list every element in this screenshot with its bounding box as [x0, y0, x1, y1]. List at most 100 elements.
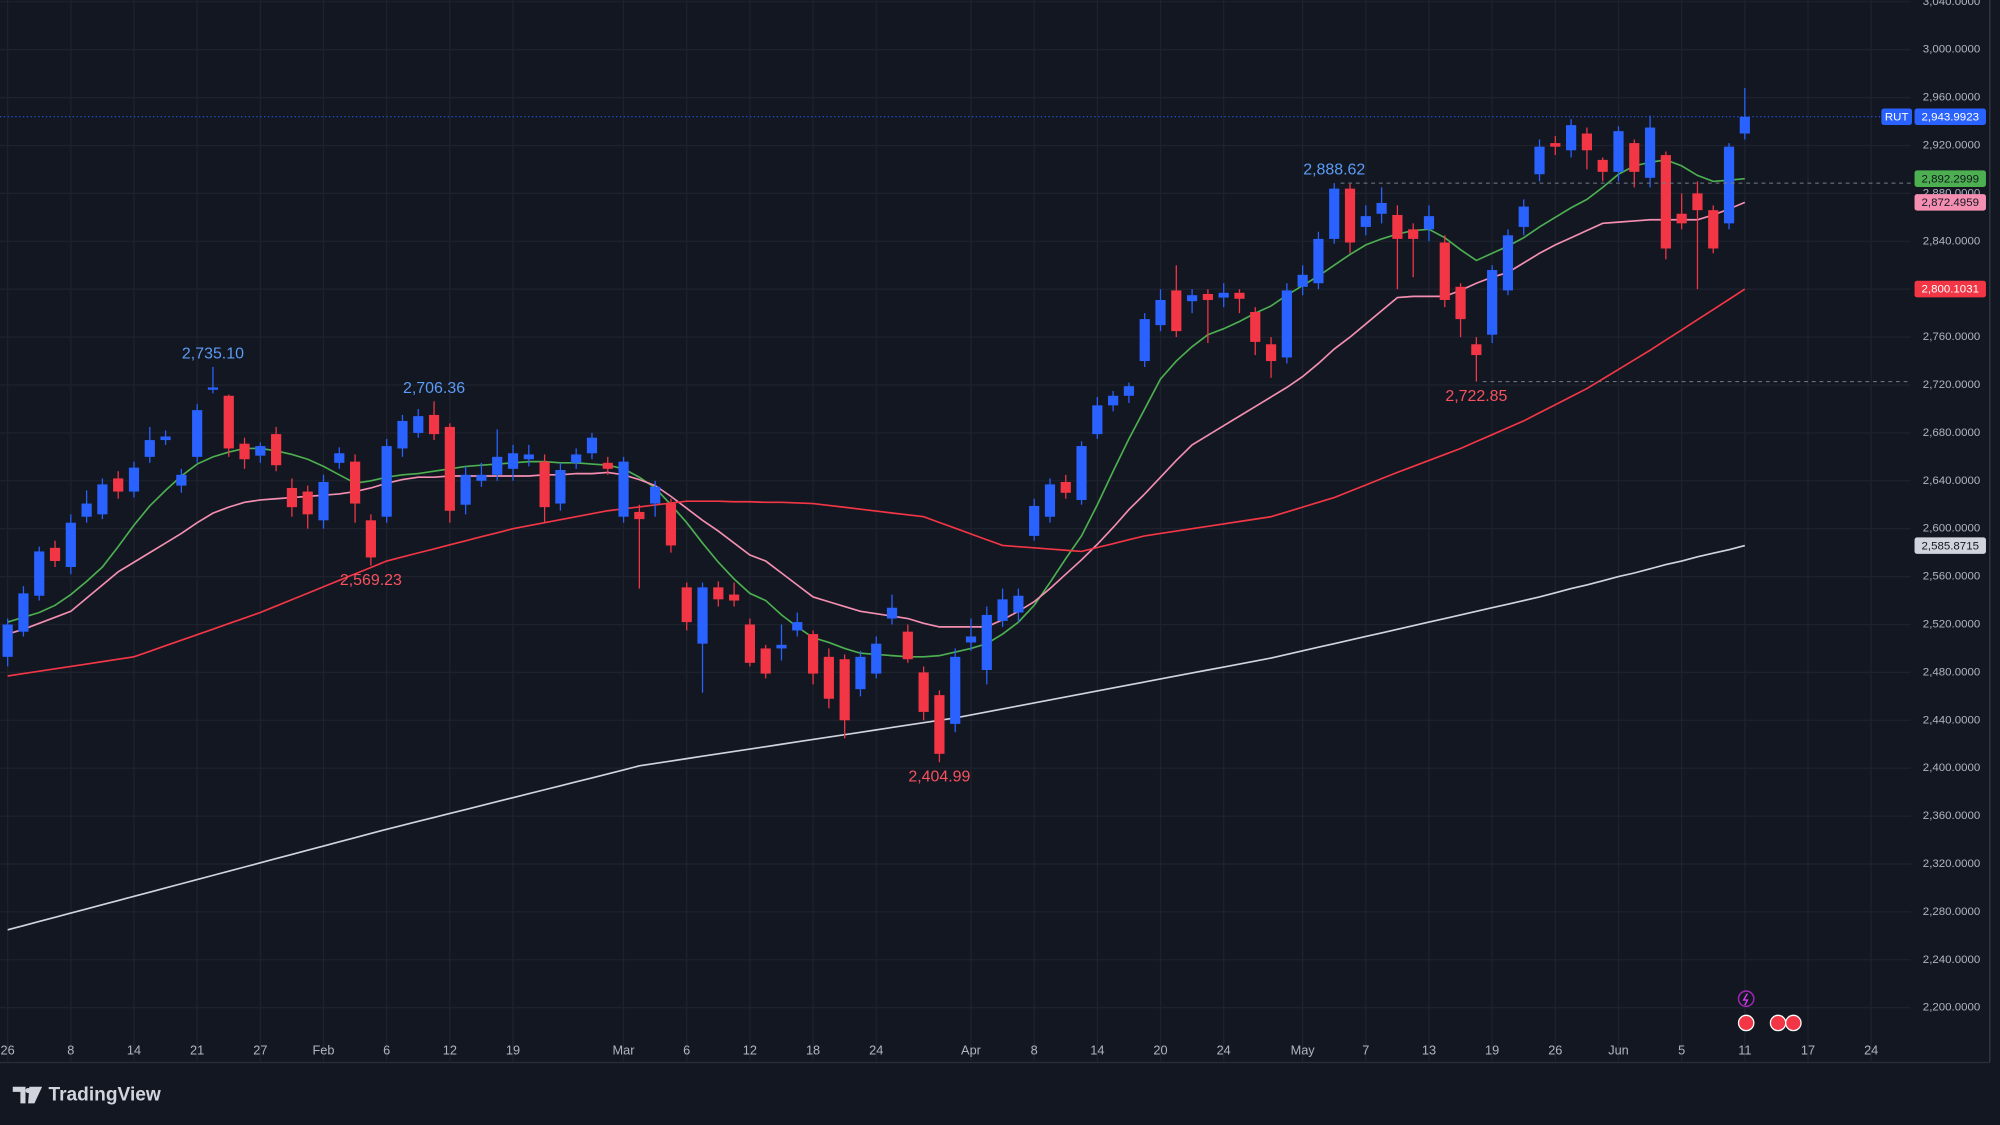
candle-body	[318, 481, 329, 521]
candle-body	[713, 587, 724, 600]
candle-body	[997, 599, 1008, 621]
candle-body	[1297, 274, 1308, 287]
candle-body	[18, 593, 29, 632]
x-tick-label: May	[1291, 1042, 1316, 1057]
candle-body	[239, 443, 250, 460]
price-annotation: 2,735.10	[182, 345, 244, 362]
candle-body	[1265, 344, 1277, 362]
candle-body	[1471, 344, 1482, 356]
candle-body	[492, 456, 503, 475]
candle-body	[476, 474, 487, 481]
series-price-label-bg	[1914, 537, 1986, 554]
candle-body	[650, 486, 661, 504]
y-tick-label: 2,240.0000	[1923, 954, 1980, 966]
candle-body	[334, 453, 345, 463]
candle-body	[1123, 386, 1135, 396]
y-tick-label: 2,360.0000	[1923, 810, 1980, 822]
candle-body	[428, 414, 440, 435]
series-price-label: 2,872.4959	[1922, 197, 1979, 209]
x-tick-label: Jun	[1608, 1042, 1629, 1057]
y-tick-label: 2,760.0000	[1923, 331, 1980, 343]
event-flag[interactable]	[1769, 1014, 1787, 1032]
candle-body	[160, 436, 171, 441]
candle-body	[207, 387, 219, 390]
y-tick-label: 2,200.0000	[1923, 1002, 1980, 1014]
candle-body	[1455, 286, 1466, 320]
candle-body	[1708, 210, 1719, 249]
candle-body	[397, 420, 408, 449]
candle-body	[1550, 143, 1561, 147]
event-flag[interactable]	[1785, 1014, 1802, 1032]
moving-average-line	[7, 201, 1746, 635]
candle-body	[634, 511, 645, 520]
candle-body	[697, 587, 708, 644]
candle-body	[1581, 133, 1593, 151]
candle-body	[934, 695, 945, 754]
y-tick-label: 2,680.0000	[1923, 427, 1980, 439]
symbol-label-bg	[1881, 108, 1912, 126]
candle-body	[1502, 235, 1514, 291]
candle-body	[918, 672, 929, 712]
candle-body	[665, 503, 677, 546]
candle-body	[1171, 290, 1182, 332]
x-tick-label: 17	[1801, 1042, 1815, 1057]
candle-body	[555, 470, 566, 504]
x-tick-label: 21	[190, 1042, 204, 1057]
x-tick-label: 14	[127, 1042, 141, 1057]
price-annotation: 2,569.23	[340, 572, 402, 589]
x-tick-label: 5	[1678, 1042, 1685, 1057]
candle-body	[1692, 193, 1703, 211]
candle-body	[1234, 292, 1245, 299]
candle-body	[1186, 295, 1198, 302]
candle-body	[176, 474, 187, 486]
candle-body	[807, 634, 819, 674]
candle-body	[97, 484, 108, 515]
candle-body	[1329, 188, 1340, 239]
event-flag[interactable]	[1737, 1014, 1755, 1032]
candle-body	[444, 426, 455, 511]
series-price-label: 2,892.2999	[1922, 173, 1979, 185]
x-tick-label: 19	[506, 1042, 520, 1057]
event-icons	[1737, 990, 1802, 1032]
candle-body	[65, 522, 76, 568]
y-tick-label: 2,320.0000	[1923, 858, 1980, 870]
plot: 2,735.10 2,706.36 2,569.23 2,404.99 2,888.62…	[0, 88, 1911, 931]
candle-body	[1139, 319, 1150, 362]
x-tick-label: 24	[869, 1042, 883, 1057]
candle-body	[1029, 505, 1040, 536]
y-tick-label: 2,440.0000	[1923, 714, 1980, 726]
candle-body	[1155, 299, 1166, 326]
event-icon[interactable]	[1737, 990, 1755, 1008]
brand-logo: TradingView	[12, 1085, 161, 1106]
candle-body	[49, 547, 61, 562]
y-tick-label: 2,480.0000	[1923, 666, 1980, 678]
candle-body	[1344, 188, 1356, 243]
x-tick-label: 26	[1548, 1042, 1562, 1057]
moving-average-line	[7, 544, 1746, 931]
x-tick-label: 12	[443, 1042, 457, 1057]
candle-body	[1408, 229, 1419, 239]
price-annotation: 2,888.62	[1303, 162, 1365, 179]
candle-body	[413, 416, 424, 433]
y-tick-label: 3,000.0000	[1923, 44, 1980, 56]
candle-body	[302, 491, 313, 515]
x-tick-label: Apr	[961, 1042, 982, 1057]
candle-body	[1534, 146, 1545, 175]
y-tick-label: 2,920.0000	[1923, 140, 1980, 152]
y-tick-label: 2,720.0000	[1923, 379, 1980, 391]
candle-body	[255, 446, 266, 456]
candle-body	[523, 454, 534, 460]
candle-body	[34, 551, 45, 596]
candle-body	[1597, 159, 1608, 172]
candle-body	[586, 437, 598, 454]
y-tick-label: 2,280.0000	[1923, 906, 1980, 918]
candle-body	[381, 446, 392, 517]
x-tick-label: 12	[743, 1042, 757, 1057]
y-tick-label: 2,520.0000	[1923, 619, 1980, 631]
event-icon-glyph	[1742, 993, 1749, 1006]
candle-body	[1644, 127, 1656, 178]
candle-body	[1250, 311, 1261, 342]
x-tick-label: 11	[1738, 1042, 1751, 1057]
candle-body	[1660, 155, 1671, 249]
